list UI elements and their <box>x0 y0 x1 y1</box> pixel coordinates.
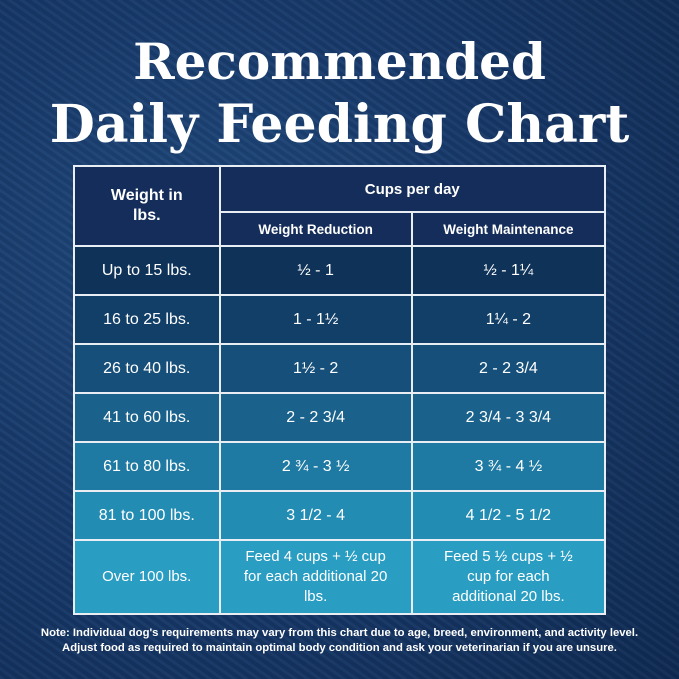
footnote: Note: Individual dog's requirements may … <box>0 626 679 656</box>
cell-reduction: 3 1/2 - 4 <box>218 490 413 541</box>
cell-reduction: 1 - 1½ <box>218 294 413 345</box>
header-cups-per-day: Cups per day <box>218 165 606 213</box>
feeding-table: Weight in lbs. Cups per day Weight Reduc… <box>73 165 607 615</box>
table-row: 41 to 60 lbs. 2 - 2 3/4 2 3/4 - 3 3/4 <box>73 392 607 443</box>
title-line-1: Recommended <box>133 32 546 91</box>
cell-maintenance: ½ - 1¼ <box>410 245 607 296</box>
note-line-1: Note: Individual dog's requirements may … <box>40 627 639 639</box>
cell-maintenance: 2 - 2 3/4 <box>410 343 607 394</box>
cell-maintenance: Feed 5 ½ cups + ½ cup for each additiona… <box>410 539 607 615</box>
cell-weight: 61 to 80 lbs. <box>73 441 221 492</box>
header-weight-reduction: Weight Reduction <box>218 211 413 247</box>
note-line-2: Adjust food as required to maintain opti… <box>62 642 617 654</box>
cell-weight: 16 to 25 lbs. <box>73 294 221 345</box>
cell-reduction: 2 - 2 3/4 <box>218 392 413 443</box>
cell-reduction: Feed 4 cups + ½ cup for each additional … <box>218 539 413 615</box>
table-row: 16 to 25 lbs. 1 - 1½ 1¼ - 2 <box>73 294 607 345</box>
cell-weight: 41 to 60 lbs. <box>73 392 221 443</box>
cell-weight: Over 100 lbs. <box>73 539 221 615</box>
cell-maintenance: 2 3/4 - 3 3/4 <box>410 392 607 443</box>
cell-weight: 26 to 40 lbs. <box>73 343 221 394</box>
cell-maintenance: 3 ¾ - 4 ½ <box>410 441 607 492</box>
table-row: Over 100 lbs. Feed 4 cups + ½ cup for eac… <box>73 539 607 615</box>
cell-reduction: 2 ¾ - 3 ½ <box>218 441 413 492</box>
header-weight-maintenance: Weight Maintenance <box>410 211 607 247</box>
header-weight: Weight in lbs. <box>73 165 221 247</box>
cell-reduction: 1½ - 2 <box>218 343 413 394</box>
cell-weight: Up to 15 lbs. <box>73 245 221 296</box>
cell-maintenance: 1¼ - 2 <box>410 294 607 345</box>
cell-maintenance: 4 1/2 - 5 1/2 <box>410 490 607 541</box>
cell-weight: 81 to 100 lbs. <box>73 490 221 541</box>
title-line-2: Daily Feeding Chart <box>49 94 630 155</box>
cell-reduction: ½ - 1 <box>218 245 413 296</box>
